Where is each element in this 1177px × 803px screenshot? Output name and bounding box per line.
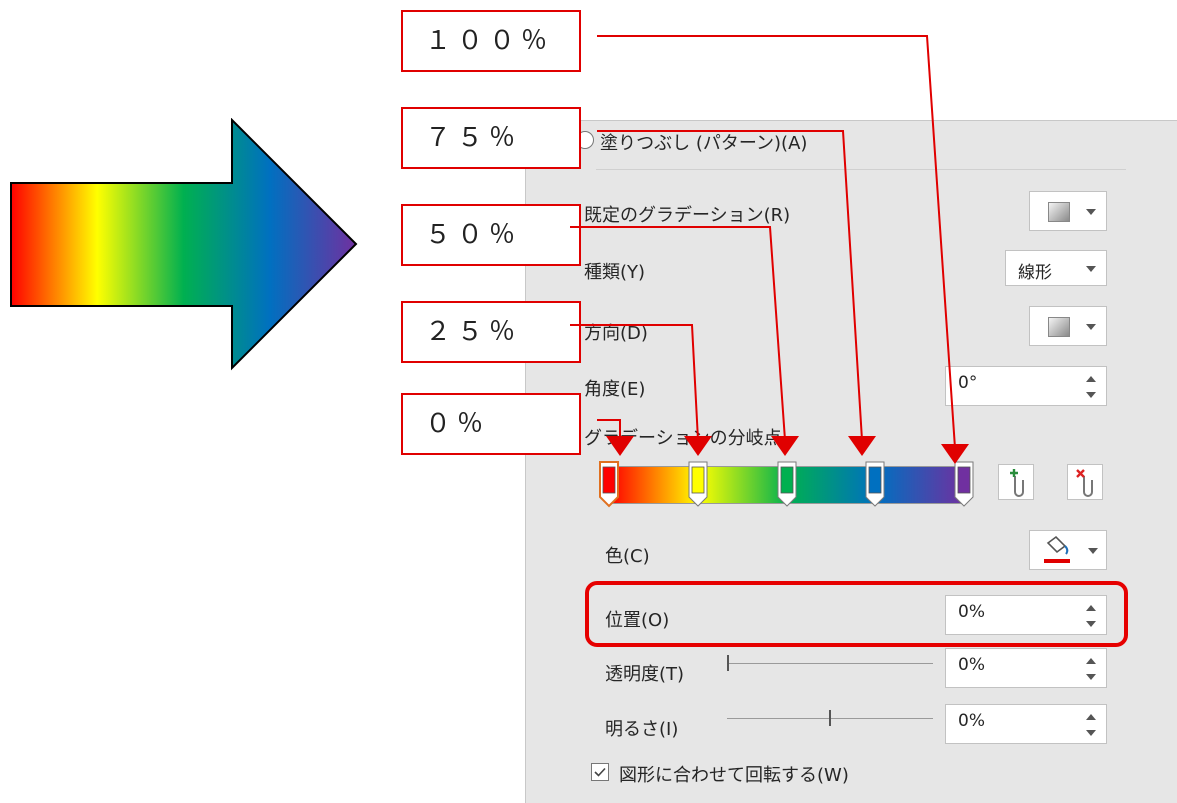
callout-50: ５０％ (401, 204, 581, 266)
callout-75: ７５％ (401, 107, 581, 169)
preset-gradient-dropdown[interactable] (1029, 191, 1107, 231)
type-value: 線形 (1018, 263, 1052, 283)
chevron-down-icon (1086, 324, 1096, 330)
add-stop-icon (1010, 469, 1024, 497)
paint-bucket-icon (1044, 535, 1070, 563)
transparency-slider-track[interactable] (727, 663, 933, 664)
gradient-stop-handle[interactable] (865, 461, 885, 507)
color-picker-button[interactable] (1029, 530, 1107, 570)
transparency-spinner[interactable]: 0% (945, 648, 1107, 688)
position-value: 0% (958, 602, 985, 622)
transparency-value: 0% (958, 655, 985, 675)
spin-arrows-icon[interactable] (1086, 658, 1096, 680)
pattern-fill-label: 塗りつぶし (パターン)(A) (600, 133, 808, 154)
spin-arrows-icon[interactable] (1086, 714, 1096, 736)
brightness-spinner[interactable]: 0% (945, 704, 1107, 744)
angle-label: 角度(E) (584, 379, 646, 400)
color-label: 色(C) (605, 546, 650, 567)
brightness-label: 明るさ(I) (605, 719, 679, 740)
brightness-value: 0% (958, 711, 985, 731)
chevron-down-icon (1088, 548, 1098, 554)
angle-value: 0° (958, 373, 978, 393)
type-label: 種類(Y) (584, 262, 646, 283)
position-label: 位置(O) (605, 610, 670, 631)
gradient-stops-label: グラデーションの分岐点 (584, 428, 782, 449)
remove-stop-button[interactable] (1067, 464, 1103, 500)
callout-100: １００％ (401, 10, 581, 72)
gradient-stop-handle[interactable] (688, 461, 708, 507)
type-dropdown[interactable]: 線形 (1005, 250, 1107, 286)
gradient-arrow-shape (10, 118, 358, 371)
section-divider (596, 169, 1126, 170)
rotate-with-shape-label: 図形に合わせて回転する(W) (619, 765, 849, 786)
checkbox-icon (594, 767, 606, 777)
preset-gradient-label: 既定のグラデーション(R) (584, 205, 791, 226)
callout-0: ０％ (401, 393, 581, 455)
gradient-stop-handle[interactable] (599, 461, 619, 508)
angle-spinner[interactable]: 0° (945, 366, 1107, 406)
position-highlight-box (585, 581, 1128, 647)
transparency-label: 透明度(T) (605, 664, 685, 685)
format-shape-panel: 塗りつぶし (パターン)(A) 既定のグラデーション(R) 種類(Y) 線形 方… (525, 120, 1177, 803)
add-stop-button[interactable] (998, 464, 1034, 500)
gradient-stop-handle[interactable] (954, 461, 974, 507)
brightness-slider-thumb[interactable] (829, 710, 831, 726)
direction-icon (1048, 317, 1070, 337)
gradient-stop-handle[interactable] (777, 461, 797, 507)
direction-label: 方向(D) (584, 323, 648, 344)
position-spinner[interactable]: 0% (945, 595, 1107, 635)
chevron-down-icon (1086, 266, 1096, 272)
chevron-down-icon (1086, 209, 1096, 215)
spin-arrows-icon[interactable] (1086, 376, 1096, 398)
spin-arrows-icon[interactable] (1086, 605, 1096, 627)
callout-25: ２５％ (401, 301, 581, 363)
rotate-with-shape-checkbox[interactable] (591, 763, 609, 781)
transparency-slider-thumb[interactable] (727, 655, 729, 671)
direction-dropdown[interactable] (1029, 306, 1107, 346)
gradient-preset-icon (1048, 202, 1070, 222)
remove-stop-icon (1076, 469, 1093, 497)
